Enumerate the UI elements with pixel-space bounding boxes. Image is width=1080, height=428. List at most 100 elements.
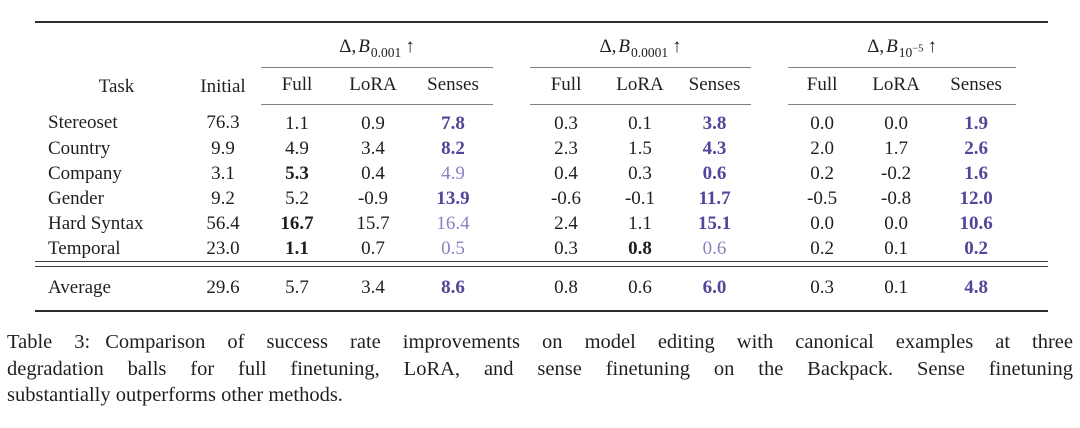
table-cell: 3.4 (361, 137, 385, 159)
table-cell: 2.6 (964, 137, 988, 159)
table-cell: 3.8 (702, 112, 727, 134)
table-cell: 16.7 (280, 212, 314, 234)
table-cell: 4.9 (285, 137, 309, 159)
table-cell: 1.9 (964, 112, 988, 134)
table-cell: 0.2 (936, 235, 1017, 262)
subheader-row: Full LoRA Senses Full LoRA Senses Full L… (35, 67, 1048, 105)
ball-subscript: 0.001 (370, 44, 402, 60)
table-cell: 0.8 (530, 265, 603, 312)
table-row: Company 3.1 5.3 0.4 4.9 0.4 0.3 0.6 0.2 -0.2 1.6 (35, 161, 1048, 186)
table-cell: 1.7 (884, 137, 908, 159)
table-cell: 16.4 (436, 212, 470, 234)
initial-value: 76.3 (206, 112, 240, 134)
subcol-senses: Senses (413, 67, 494, 105)
table-cell: 0.0 (884, 112, 908, 134)
group-header-b1e-5: Δ, B10−5 ↑ (788, 21, 1017, 68)
ball-variable: B (358, 35, 370, 57)
subcol-lora: LoRA (856, 67, 937, 105)
table-cell: 15.7 (356, 212, 390, 234)
column-gap (751, 235, 789, 262)
up-arrow-icon: ↑ (927, 35, 937, 57)
table-cell: 2.0 (810, 137, 834, 159)
task-label: Average (35, 265, 185, 312)
table-cell: 0.4 (361, 162, 385, 184)
subcol-senses: Senses (678, 67, 752, 105)
table-cell: 0.8 (602, 235, 679, 262)
table-cell: 0.0 (810, 212, 834, 234)
table-cell: -0.8 (881, 187, 912, 209)
up-arrow-icon: ↑ (672, 35, 682, 57)
ball-subscript: 10 (898, 44, 913, 60)
table-cell: 1.6 (964, 162, 988, 184)
table-cell: 15.1 (697, 212, 732, 234)
column-gap (751, 21, 789, 104)
column-gap (751, 136, 788, 161)
table-cell: 0.0 (884, 212, 908, 234)
table-cell: 0.1 (628, 112, 652, 134)
column-filler (1016, 104, 1048, 136)
table-row: Stereoset 76.3 1.1 0.9 7.8 0.3 0.1 3.8 0.0 0.0 1.9 (35, 104, 1048, 136)
table-cell: 1.5 (628, 137, 652, 159)
table-cell: -0.2 (881, 162, 912, 184)
results-table-wrapper: Task Initial Δ, B0.001 ↑ Δ, B0.0001 ↑ Δ, B10−… (35, 21, 1049, 312)
delta-symbol: Δ, (867, 35, 885, 57)
table-cell: 0.6 (678, 235, 752, 262)
ball-subscript: 0.0001 (631, 44, 669, 60)
initial-value: 23.0 (185, 235, 261, 262)
table-cell: 5.2 (285, 187, 309, 209)
table-cell: 2.4 (554, 212, 578, 234)
column-header-initial: Initial (185, 21, 261, 104)
task-label: Hard Syntax (48, 212, 144, 234)
task-label: Country (48, 137, 111, 159)
column-filler (1016, 235, 1049, 262)
subcol-lora: LoRA (333, 67, 413, 105)
table-cell: 4.9 (441, 162, 465, 184)
task-label: Gender (48, 187, 104, 209)
table-cell: 8.6 (413, 265, 494, 312)
ball-exponent: −5 (912, 43, 924, 54)
subcol-full: Full (261, 67, 333, 105)
table-cell: -0.1 (624, 187, 656, 209)
task-label: Temporal (35, 235, 185, 262)
ball-variable: B (886, 35, 898, 57)
table-cell: 0.3 (554, 112, 578, 134)
caption-line-2: degradation balls for full finetuning, L… (7, 357, 1073, 380)
caption-text-1: Comparison of success rate improvements … (105, 331, 1073, 353)
table-cell: 0.6 (702, 162, 727, 184)
table-cell: 0.0 (810, 112, 834, 134)
column-gap (751, 265, 789, 312)
column-gap (493, 211, 530, 236)
column-gap (493, 21, 531, 104)
table-cell: 0.6 (602, 265, 679, 312)
initial-value: 29.6 (185, 265, 261, 312)
column-header-task: Task (35, 21, 185, 104)
column-gap (493, 161, 530, 186)
ball-variable: B (618, 35, 631, 57)
table-cell: 0.3 (530, 235, 603, 262)
task-label: Stereoset (48, 112, 118, 134)
table-cell: 0.2 (810, 162, 834, 184)
column-filler (1016, 211, 1048, 236)
task-label: Company (48, 162, 122, 184)
column-gap (493, 104, 530, 136)
table-cell: -0.9 (357, 187, 389, 209)
table-cell: 1.1 (285, 112, 309, 134)
column-filler (1016, 21, 1049, 104)
column-filler (1016, 161, 1048, 186)
caption-line-3: substantially outperforms other methods. (7, 384, 343, 406)
column-gap (493, 136, 530, 161)
column-filler (1016, 136, 1048, 161)
table-cell: 7.8 (441, 112, 465, 134)
table-cell: 5.3 (285, 162, 309, 184)
table-cell: 4.8 (936, 265, 1017, 312)
initial-value: 3.1 (211, 162, 235, 184)
column-gap (751, 104, 788, 136)
results-table: Task Initial Δ, B0.001 ↑ Δ, B0.0001 ↑ Δ, B10−… (35, 21, 1049, 312)
table-cell: 11.7 (698, 187, 731, 209)
delta-symbol: Δ, (339, 35, 357, 57)
average-row: Average 29.6 5.7 3.4 8.6 0.8 0.6 6.0 0.3 0.1 4.8 (35, 265, 1049, 312)
column-gap (751, 211, 788, 236)
table-cell: 2.3 (554, 137, 578, 159)
group-header-b0001: Δ, B0.001 ↑ (261, 21, 494, 68)
